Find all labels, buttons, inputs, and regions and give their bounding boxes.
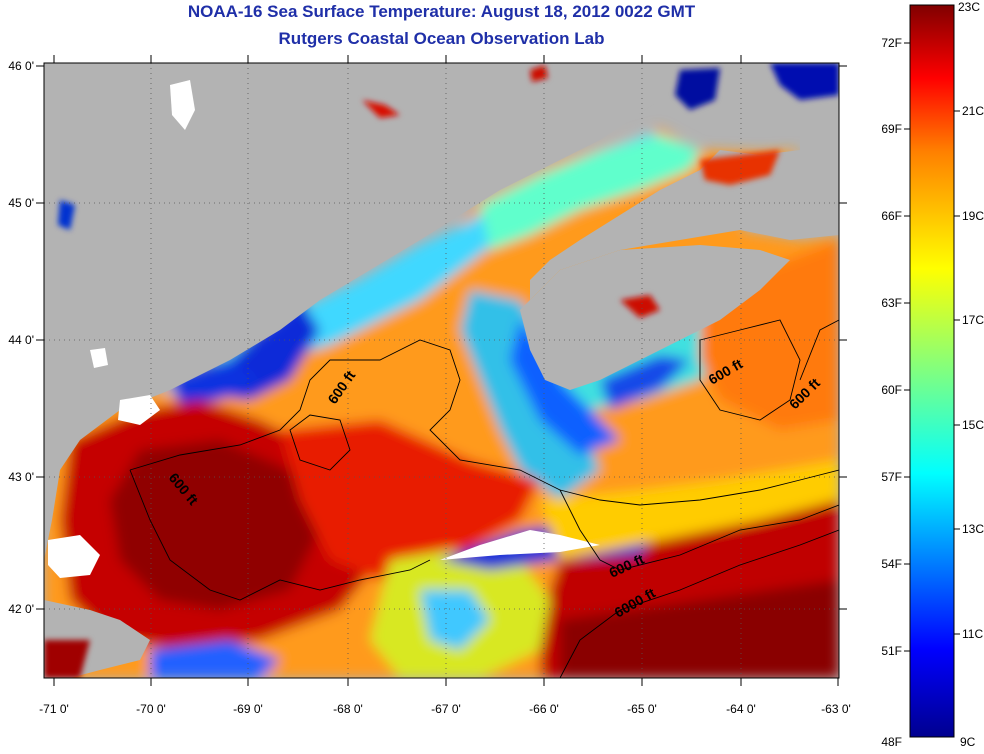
axis-ticks bbox=[36, 55, 847, 686]
colorbar-c-15: 15C bbox=[962, 418, 984, 432]
land-masses bbox=[44, 63, 839, 678]
lon-label-68: -68 0' bbox=[333, 702, 363, 716]
colorbar-f-57: 57F bbox=[881, 470, 902, 484]
chart-title: NOAA-16 Sea Surface Temperature: August … bbox=[187, 2, 696, 21]
depth-contours bbox=[129, 319, 839, 678]
colorbar-f-48: 48F bbox=[881, 735, 902, 749]
longitude-labels: -71 0' -70 0' -69 0' -68 0' -67 0' -66 0… bbox=[39, 702, 851, 716]
colorbar-f-72: 72F bbox=[881, 36, 902, 50]
lon-label-71: -71 0' bbox=[39, 702, 69, 716]
chart-subtitle: Rutgers Coastal Ocean Observation Lab bbox=[278, 29, 605, 48]
latitude-labels: 46 0' 45 0' 44 0' 43 0' 42 0' bbox=[8, 59, 34, 616]
lon-label-69: -69 0' bbox=[233, 702, 263, 716]
lon-label-65: -65 0' bbox=[627, 702, 657, 716]
colorbar-gradient bbox=[909, 4, 955, 738]
lon-label-63: -63 0' bbox=[821, 702, 851, 716]
colorbar-c-13: 13C bbox=[962, 522, 984, 536]
colorbar-c-19: 19C bbox=[962, 209, 984, 223]
coastal-speckles bbox=[44, 63, 839, 678]
lat-label-45: 45 0' bbox=[8, 196, 34, 210]
lat-label-43: 43 0' bbox=[8, 470, 34, 484]
colorbar-f-66: 66F bbox=[881, 209, 902, 223]
colorbar-c-17: 17C bbox=[962, 313, 984, 327]
lat-label-44: 44 0' bbox=[8, 333, 34, 347]
colorbar-c-23: 23C bbox=[958, 0, 980, 14]
colorbar-c-11: 11C bbox=[962, 627, 983, 641]
lon-label-70: -70 0' bbox=[136, 702, 166, 716]
colorbar-f-60: 60F bbox=[881, 383, 902, 397]
lat-label-42: 42 0' bbox=[8, 602, 34, 616]
colorbar: 72F 69F 66F 63F 60F 57F 54F 51F 48F 23C … bbox=[881, 0, 984, 749]
lat-label-46: 46 0' bbox=[8, 59, 34, 73]
colorbar-f-51: 51F bbox=[881, 644, 902, 658]
colorbar-f-63: 63F bbox=[881, 296, 902, 310]
colorbar-c-9: 9C bbox=[960, 735, 976, 749]
lon-label-64: -64 0' bbox=[726, 702, 756, 716]
colorbar-ticks bbox=[904, 42, 960, 652]
map-border bbox=[43, 62, 840, 679]
cloud-masks bbox=[48, 80, 600, 578]
lon-label-67: -67 0' bbox=[431, 702, 461, 716]
colorbar-f-69: 69F bbox=[881, 122, 902, 136]
lon-label-66: -66 0' bbox=[529, 702, 559, 716]
map-panel: 600 ft 600 ft 600 ft 600 ft 600 ft 6000 … bbox=[44, 63, 839, 678]
colorbar-f-54: 54F bbox=[881, 557, 902, 571]
colorbar-c-21: 21C bbox=[962, 104, 984, 118]
